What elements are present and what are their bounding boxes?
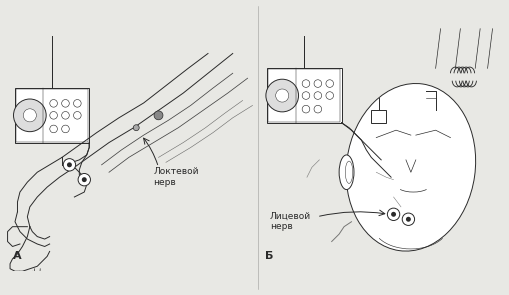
Circle shape: [13, 99, 46, 132]
Circle shape: [50, 99, 58, 107]
Circle shape: [314, 105, 321, 113]
Circle shape: [301, 92, 309, 99]
Circle shape: [63, 159, 75, 171]
Circle shape: [67, 162, 72, 167]
Circle shape: [154, 111, 163, 120]
Text: Б: Б: [264, 251, 273, 261]
Circle shape: [23, 109, 36, 122]
Circle shape: [314, 92, 321, 99]
FancyBboxPatch shape: [267, 68, 341, 123]
Circle shape: [325, 92, 333, 99]
Circle shape: [405, 217, 410, 222]
Text: Лицевой
нерв: Лицевой нерв: [269, 212, 310, 232]
Circle shape: [387, 208, 399, 220]
Text: А: А: [13, 251, 21, 261]
Text: Локтевой
нерв: Локтевой нерв: [153, 168, 199, 187]
Circle shape: [301, 105, 309, 113]
Circle shape: [50, 125, 58, 133]
Circle shape: [133, 125, 139, 131]
Circle shape: [325, 80, 333, 87]
Circle shape: [62, 99, 69, 107]
Circle shape: [301, 80, 309, 87]
FancyBboxPatch shape: [15, 88, 89, 142]
Circle shape: [275, 89, 288, 102]
Ellipse shape: [346, 83, 475, 251]
Circle shape: [50, 112, 58, 119]
Circle shape: [73, 99, 81, 107]
Circle shape: [314, 80, 321, 87]
Circle shape: [62, 125, 69, 133]
Circle shape: [62, 112, 69, 119]
Circle shape: [402, 213, 414, 225]
Circle shape: [81, 177, 87, 182]
Circle shape: [265, 79, 298, 112]
Circle shape: [73, 112, 81, 119]
Circle shape: [390, 212, 395, 217]
Circle shape: [78, 173, 90, 186]
FancyBboxPatch shape: [371, 110, 385, 123]
Ellipse shape: [338, 155, 353, 190]
